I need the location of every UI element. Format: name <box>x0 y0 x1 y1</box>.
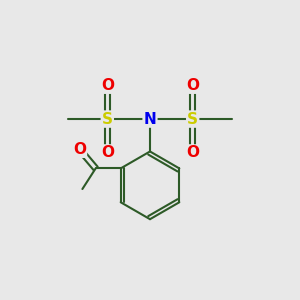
Text: O: O <box>186 146 199 160</box>
Text: S: S <box>187 112 198 127</box>
Text: O: O <box>101 146 114 160</box>
Text: O: O <box>101 78 114 93</box>
Text: O: O <box>73 142 86 157</box>
Text: N: N <box>144 112 156 127</box>
Text: O: O <box>186 78 199 93</box>
Text: S: S <box>102 112 113 127</box>
